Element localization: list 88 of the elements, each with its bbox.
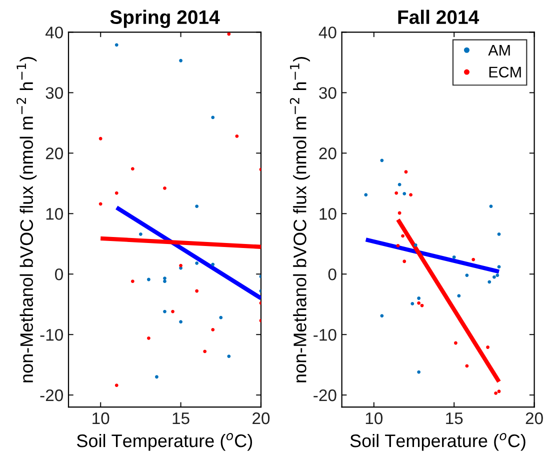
point <box>398 182 402 186</box>
y-tick-label: 0 <box>328 268 336 280</box>
point <box>497 390 501 394</box>
point <box>396 244 400 248</box>
point <box>417 296 421 300</box>
y-tick-label: -20 <box>314 389 336 402</box>
point <box>195 261 199 265</box>
point <box>417 370 421 374</box>
x-tick-label: 15 <box>446 412 463 424</box>
x-tick-label: 10 <box>92 412 110 424</box>
y-tick-label: 10 <box>46 208 63 220</box>
point <box>195 204 199 208</box>
point <box>114 43 118 47</box>
point <box>138 232 142 236</box>
y-axis-title: non-Methanol bVOC flux (nmol m$^{−2}$ h$^{−1}$) <box>290 57 310 382</box>
y-tick-label: 20 <box>46 148 63 160</box>
chart-title: Spring 2014 <box>110 10 220 28</box>
legend-label: AM <box>488 44 510 56</box>
point <box>380 158 384 162</box>
point <box>488 280 492 284</box>
y-tick-label: 30 <box>319 87 336 99</box>
point <box>497 265 501 269</box>
point <box>402 192 406 196</box>
point <box>457 294 461 298</box>
point <box>402 260 406 264</box>
y-tick-label: 20 <box>319 148 336 160</box>
point <box>114 384 118 388</box>
point <box>130 167 134 171</box>
x-axis-title: Soil Temperature ($^{o}$C) <box>77 433 252 451</box>
point <box>494 391 498 395</box>
x-tick-label: 15 <box>172 412 190 424</box>
point <box>454 341 458 345</box>
point <box>492 275 496 279</box>
x-tick-label: 10 <box>366 412 383 424</box>
point <box>380 314 384 318</box>
point <box>147 278 150 282</box>
point <box>171 310 174 314</box>
x-tick-label: 20 <box>252 412 270 424</box>
chart-title: Fall 2014 <box>398 10 480 24</box>
point <box>465 274 469 277</box>
y-tick-label: 0 <box>55 268 63 280</box>
point <box>489 204 493 208</box>
point <box>472 258 476 262</box>
point <box>417 301 421 305</box>
point <box>211 262 215 266</box>
point <box>394 191 398 195</box>
point <box>211 116 215 120</box>
point <box>410 302 414 306</box>
y-axis-title: non-Methanol bVOC flux (nmol m$^{−2}$ h$^{−1}$) <box>16 57 37 382</box>
point <box>364 193 368 197</box>
point <box>98 136 102 140</box>
y-tick-label: 10 <box>320 208 336 220</box>
point <box>486 346 490 349</box>
point <box>452 255 456 259</box>
point <box>163 280 166 284</box>
point <box>130 280 134 284</box>
point <box>496 274 500 277</box>
y-tick-label: -10 <box>40 328 63 341</box>
y-tick-label: 40 <box>318 26 336 38</box>
point <box>98 202 102 206</box>
y-tick-label: 30 <box>46 87 63 99</box>
point <box>195 289 199 293</box>
point <box>404 170 408 174</box>
point <box>414 243 418 247</box>
legend-label: ECM <box>489 66 521 78</box>
point <box>179 264 182 268</box>
point <box>155 375 158 379</box>
point <box>114 191 118 195</box>
x-axis-title: Soil Temperature ($^{o}$C) <box>350 433 526 451</box>
y-tick-label: -20 <box>40 389 63 402</box>
y-tick-label: -10 <box>314 328 336 341</box>
x-tick-label: 20 <box>526 412 543 424</box>
point <box>203 350 207 354</box>
point <box>497 232 501 236</box>
point <box>401 234 404 238</box>
point <box>163 310 166 314</box>
point <box>163 276 166 280</box>
point <box>219 316 223 320</box>
point <box>227 32 231 36</box>
point <box>409 193 412 197</box>
point <box>147 336 150 340</box>
point <box>211 328 215 332</box>
point <box>235 134 239 138</box>
point <box>179 320 182 324</box>
point <box>163 186 166 190</box>
y-tick-label: 40 <box>45 26 63 38</box>
point <box>227 354 231 358</box>
point <box>179 58 182 62</box>
